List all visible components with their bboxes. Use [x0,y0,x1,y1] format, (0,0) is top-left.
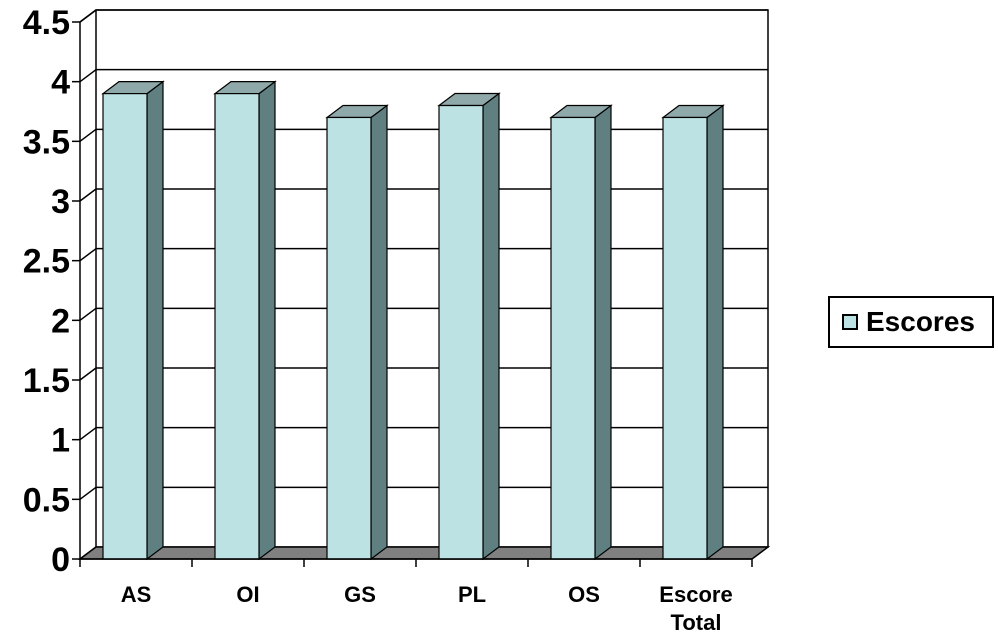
y-tick-label: 0.5 [23,481,70,519]
x-tick-label: GS [344,582,376,607]
y-tick-label: 3 [51,183,70,221]
x-tick-label: PL [458,582,486,607]
bar-side [706,104,724,561]
y-tick-label: 1.5 [23,362,70,400]
side-gridline [79,188,97,202]
x-tick-labels: AS OI GS PL OS Escore Total [121,582,733,635]
x-tick-label: AS [121,582,152,607]
bar-front [438,104,484,560]
side-gridline [79,248,97,262]
bar [549,104,613,561]
y-tick-label: 2 [51,302,70,340]
y-tick-label: 4 [51,64,70,102]
x-tick-label: OI [236,582,259,607]
legend-swatch [842,314,858,330]
legend: Escores [828,296,994,348]
bar-front [326,116,372,560]
bar-front [550,116,596,560]
side-gridline [79,69,97,83]
y-tick-label: 3.5 [23,123,70,161]
side-gridline [79,427,97,441]
bar-side [594,104,612,561]
bar [101,80,165,561]
side-gridline [79,307,97,321]
y-axis-top [79,9,97,23]
y-tick-labels: 0 0.5 1 1.5 2 2.5 3 3.5 4 4.5 [23,4,70,579]
x-tick-label: Escore Total [659,582,732,635]
x-tick-label: OS [568,582,600,607]
bar-side [482,92,500,561]
bar [213,80,277,561]
bar-front [102,92,148,560]
y-tick-label: 4.5 [23,4,70,42]
side-gridline [79,367,97,381]
bars-layer [101,80,725,561]
side-gridline [79,486,97,500]
y-tick-label: 0 [51,541,70,579]
y-tick-label: 1 [51,422,70,460]
bar-side [370,104,388,561]
bar [437,92,501,561]
bar-side [146,80,164,561]
side-gridline [79,128,97,142]
bar-front [214,92,260,560]
legend-label: Escores [866,306,975,337]
bar-side [258,80,276,561]
bar [661,104,725,561]
axes-layer [72,9,753,567]
y-tick-label: 2.5 [23,243,70,281]
bar-front [662,116,708,560]
bar [325,104,389,561]
